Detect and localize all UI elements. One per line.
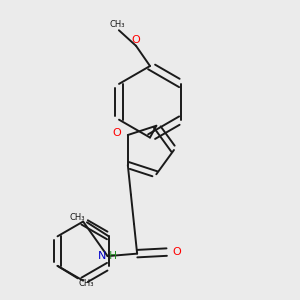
Text: CH₃: CH₃ [70, 213, 86, 222]
Text: O: O [172, 247, 181, 257]
Text: CH₃: CH₃ [110, 20, 125, 29]
Text: H: H [106, 250, 117, 260]
Text: O: O [132, 35, 140, 45]
Text: O: O [112, 128, 121, 137]
Text: CH₃: CH₃ [79, 279, 94, 288]
Text: N: N [98, 250, 106, 260]
